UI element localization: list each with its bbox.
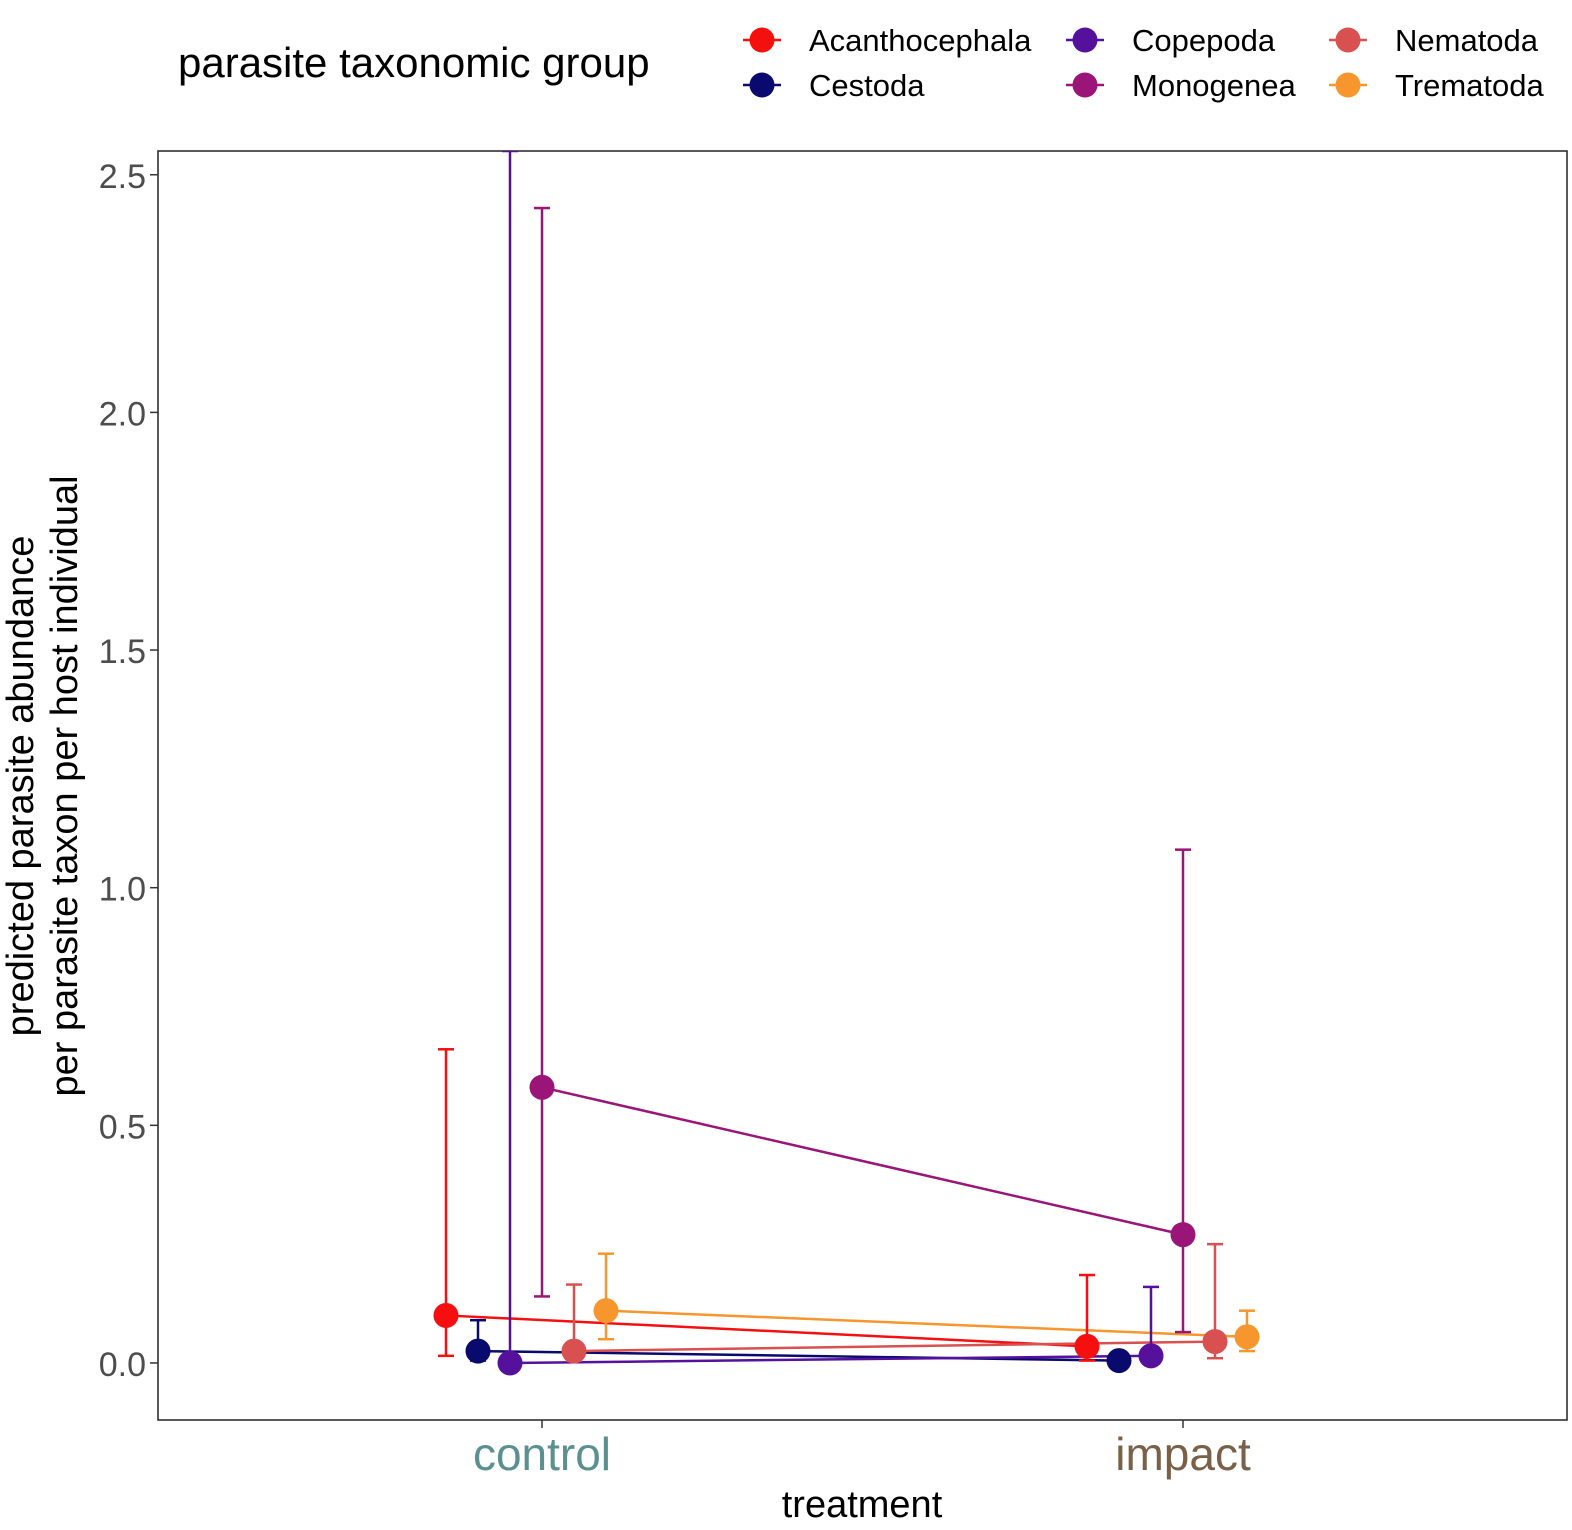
- y-tick-label: 2.5: [99, 158, 146, 196]
- legend-title: parasite taxonomic group: [178, 39, 650, 86]
- point-monogenea-control: [529, 1074, 555, 1100]
- legend-label-copepoda: Copepoda: [1132, 23, 1276, 58]
- point-trematoda-impact: [1234, 1324, 1260, 1350]
- series-line-nematoda: [573, 1340, 1216, 1353]
- plot-content: [433, 151, 1260, 1376]
- point-nematoda-impact: [1202, 1329, 1228, 1355]
- legend-key-cestoda: [749, 72, 775, 98]
- point-monogenea-impact: [1170, 1222, 1196, 1248]
- y-tick-label: 1.0: [99, 871, 146, 909]
- x-axis-title: treatment: [782, 1484, 943, 1526]
- point-acanthocephala-impact: [1074, 1333, 1100, 1359]
- x-tick-label-impact: impact: [1115, 1428, 1251, 1480]
- legend-label-cestoda: Cestoda: [809, 68, 925, 103]
- series-line-trematoda: [605, 1309, 1248, 1339]
- legend-key-copepoda: [1072, 27, 1098, 53]
- point-cestoda-control: [465, 1338, 491, 1364]
- y-tick-label: 2.0: [99, 395, 146, 433]
- y-tick-label: 0.5: [99, 1108, 146, 1146]
- legend-key-monogenea: [1072, 72, 1098, 98]
- x-tick-label-control: control: [473, 1428, 611, 1480]
- x-axis: control impact: [473, 1420, 1251, 1480]
- plot-panel: [157, 150, 1568, 1421]
- legend-label-trematoda: Trematoda: [1395, 68, 1545, 103]
- point-trematoda-control: [593, 1298, 619, 1324]
- point-copepoda-control: [497, 1350, 523, 1376]
- point-acanthocephala-control: [433, 1302, 459, 1328]
- y-tick-label: 0.0: [99, 1346, 146, 1384]
- series-line-acanthocephala: [445, 1314, 1088, 1348]
- point-cestoda-impact: [1106, 1348, 1132, 1374]
- series-line-copepoda: [509, 1354, 1152, 1365]
- legend-label-monogenea: Monogenea: [1132, 68, 1297, 103]
- point-nematoda-control: [561, 1338, 587, 1364]
- series-line-monogenea: [541, 1086, 1184, 1236]
- legend-label-acanthocephala: Acanthocephala: [809, 23, 1032, 58]
- y-axis-title-line1: predicted parasite abundance: [0, 536, 42, 1037]
- y-tick-label: 1.5: [99, 633, 146, 671]
- point-copepoda-impact: [1138, 1343, 1164, 1369]
- legend-key-trematoda: [1335, 72, 1361, 98]
- legend: parasite taxonomic group Acanthocephala C…: [178, 23, 1545, 103]
- legend-label-nematoda: Nematoda: [1395, 23, 1539, 58]
- y-axis-title-line2: per parasite taxon per host individual: [44, 475, 86, 1096]
- y-axis: 0.0 0.5 1.0 1.5 2.0 2.5: [99, 158, 158, 1384]
- legend-key-acanthocephala: [749, 27, 775, 53]
- legend-key-nematoda: [1335, 27, 1361, 53]
